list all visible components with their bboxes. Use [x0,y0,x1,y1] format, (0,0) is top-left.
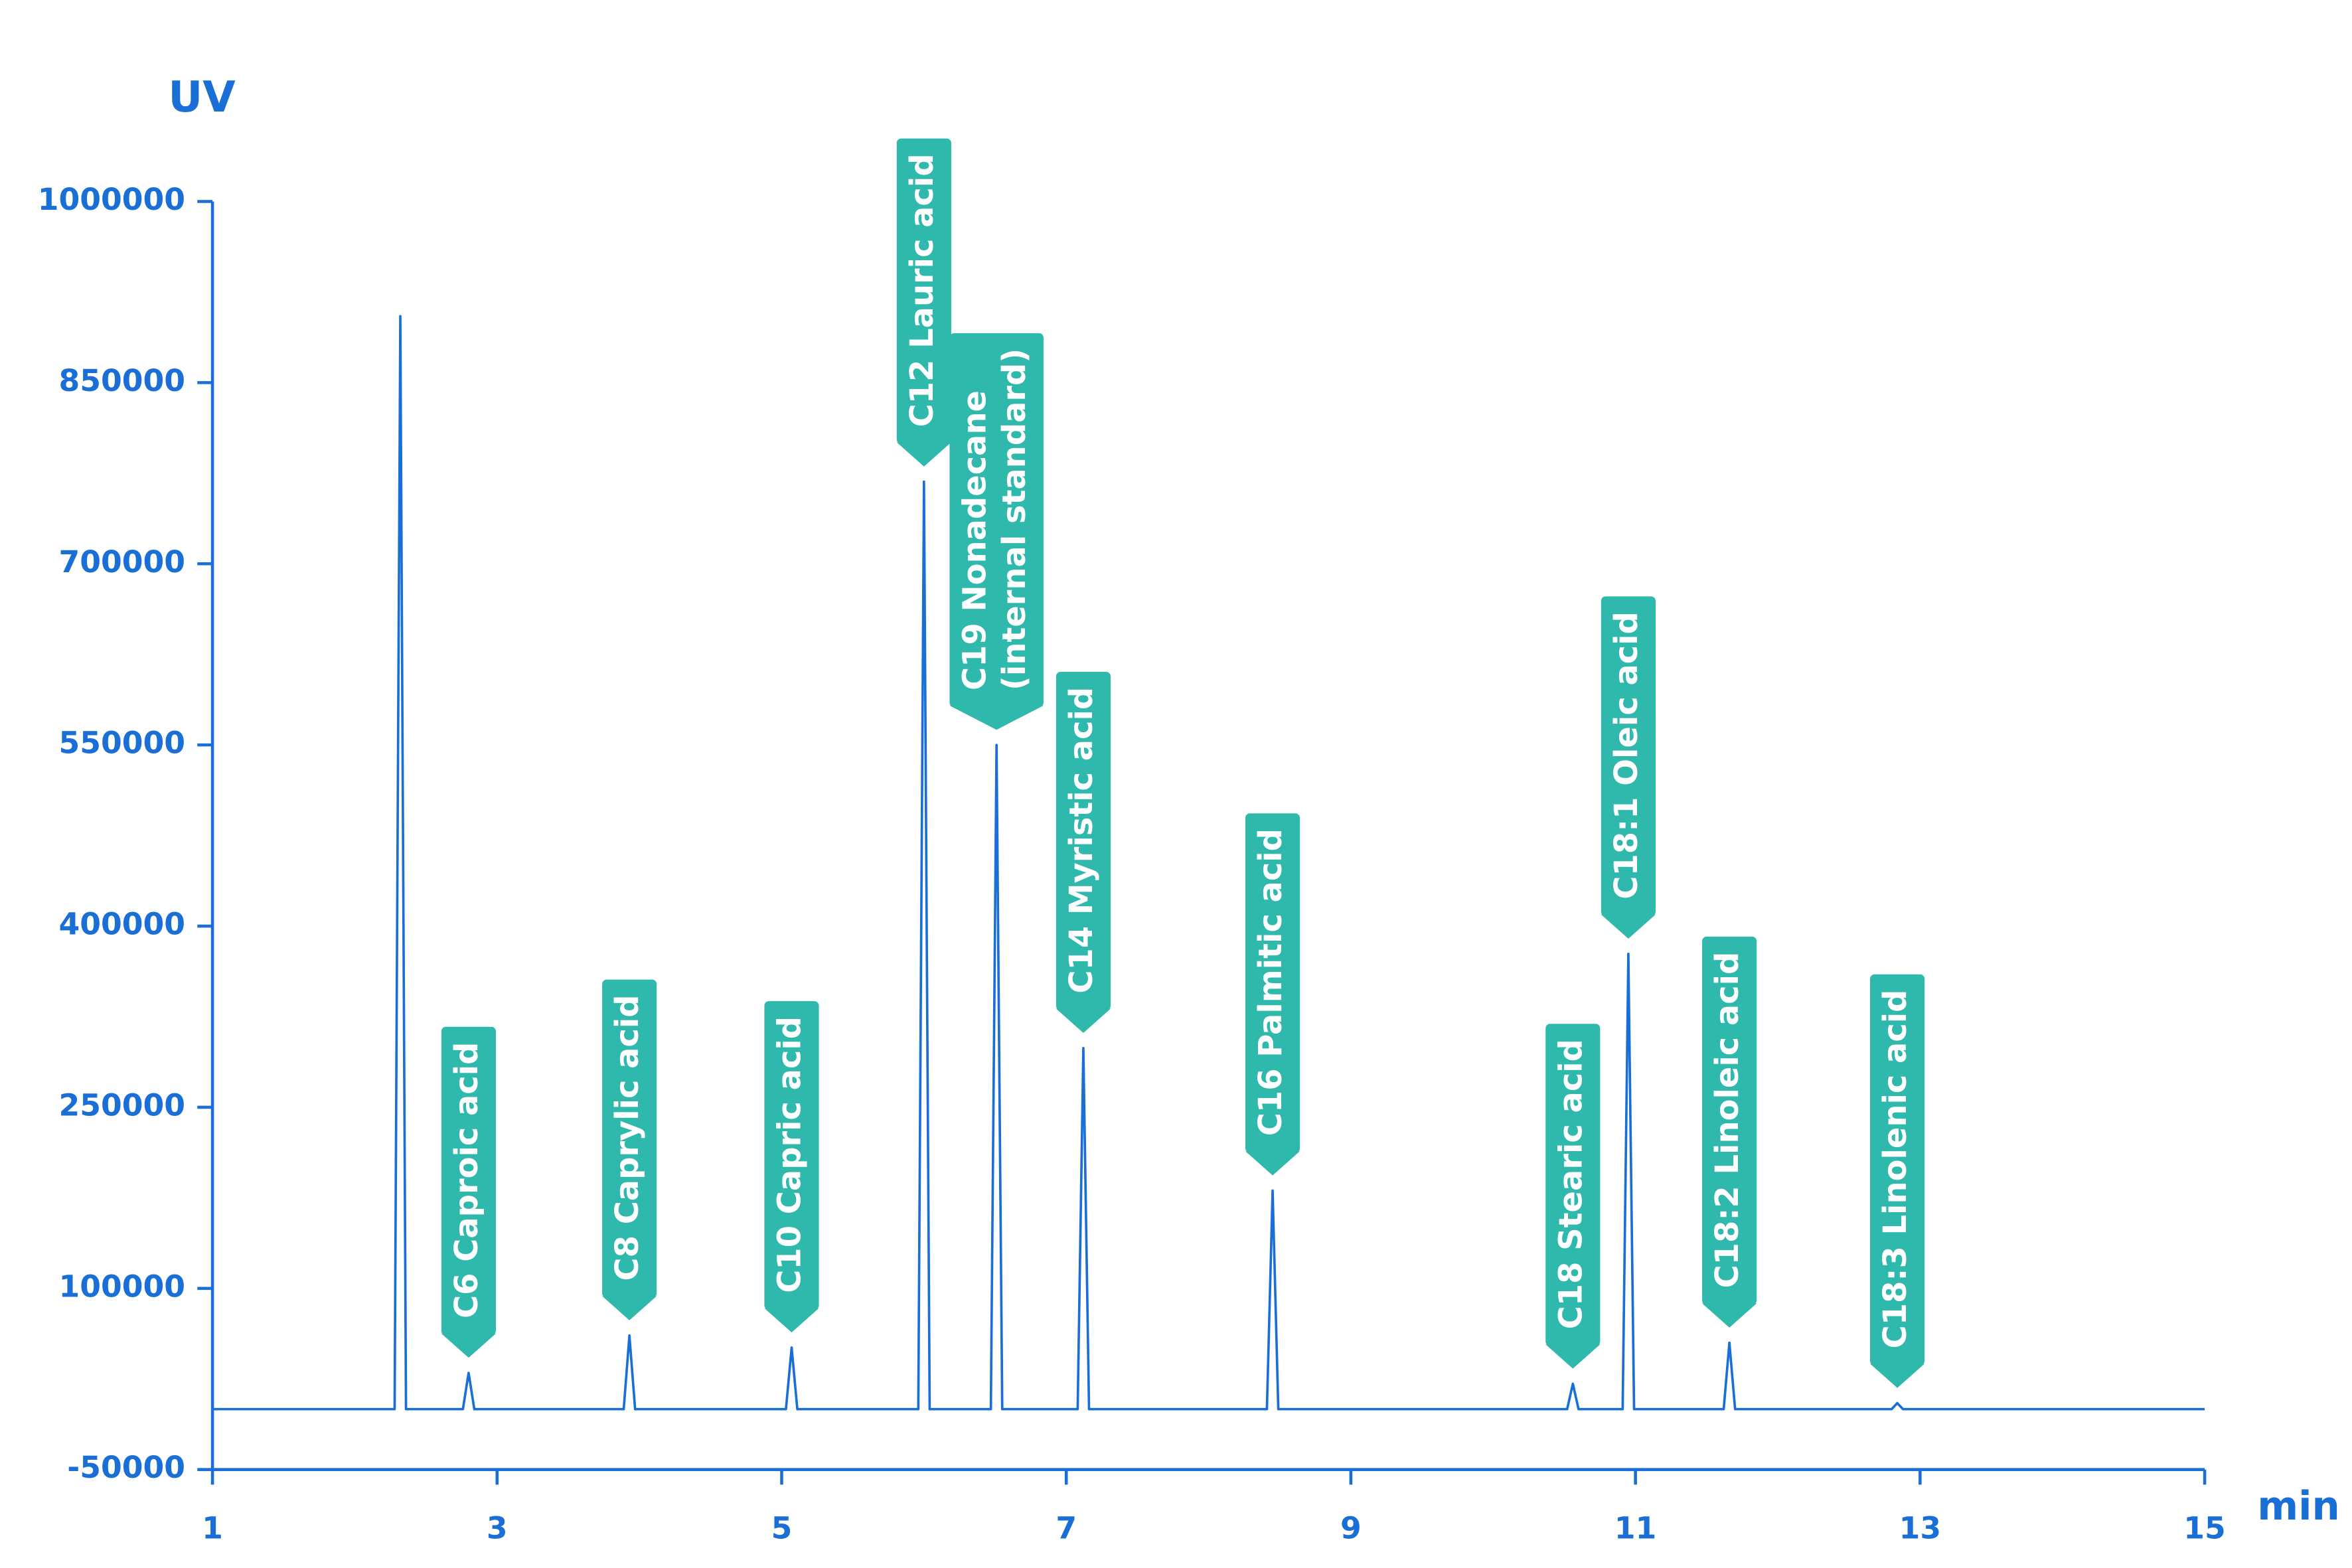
y-tick-label: 400000 [59,907,185,942]
peak-label: C18:2 Linoleic acid [1702,936,1757,1328]
peak-label-text: C8 Caprylic acid [609,994,646,1281]
label-box [602,979,657,1298]
y-axis-label: UV [168,73,236,122]
peak-label-text: C18:1 Oleic acid [1608,611,1645,900]
peak-label: C19 Nonadecane (internal standard) [949,333,1044,730]
y-tick-label: 250000 [59,1087,185,1123]
label-box [1545,1024,1601,1346]
peak-label: C18 Stearic acid [1545,1024,1601,1369]
label-arrow [441,1333,496,1358]
label-arrow [949,705,1044,730]
peak-label-text: C14 Myristic acid [1063,687,1100,994]
x-tick-label: 7 [1056,1510,1077,1545]
y-tick-label: 700000 [59,544,185,580]
peak-label: C6 Caproic acid [441,1026,496,1358]
label-box [1702,936,1757,1305]
y-tick-label: -50000 [67,1450,185,1485]
peak-label-text: (internal standard) [996,349,1033,690]
label-arrow [1245,1151,1300,1176]
peak-label: C12 Lauric acid [896,138,951,467]
y-tick-label: 550000 [59,726,185,761]
label-arrow [1056,1008,1111,1033]
label-arrow [1601,914,1656,939]
label-box [896,138,951,444]
peak-label-text: C18:3 Linolenic acid [1877,990,1914,1349]
label-box [1601,596,1656,916]
peak-label-text: C18 Stearic acid [1553,1039,1589,1329]
y-tick-label: 100000 [59,1269,185,1304]
label-box [764,1001,819,1310]
label-box [1056,671,1111,1010]
x-axis-label: min [2257,1483,2339,1529]
peak-label-text: C18:2 Linoleic acid [1709,952,1746,1289]
x-tick-label: 13 [1899,1510,1942,1545]
peak-label: C14 Myristic acid [1056,671,1111,1033]
label-arrow [764,1308,819,1333]
y-tick-label: 850000 [59,363,185,398]
y-tick-label: 1000000 [38,182,185,217]
x-tick-label: 1 [202,1510,223,1545]
label-box [949,333,1044,708]
label-arrow [1869,1364,1925,1388]
peak-label-text: C6 Caproic acid [449,1042,485,1318]
x-tick-label: 15 [2183,1510,2226,1545]
label-arrow [1545,1344,1601,1369]
label-arrow [896,442,951,467]
label-box [1245,813,1300,1153]
peak-label-text: C12 Lauric acid [904,153,941,427]
peak-label: C18:3 Linolenic acid [1869,974,1925,1388]
label-box [1869,974,1925,1366]
peak-label: C16 Palmitic acid [1245,813,1300,1176]
peak-label: C18:1 Oleic acid [1601,596,1656,939]
trace [212,315,2205,1411]
label-box [441,1026,496,1336]
peak-label-text: C19 Nonadecane [957,390,994,690]
label-arrow [1702,1303,1757,1328]
x-tick-label: 3 [487,1510,508,1545]
peak-label-text: C16 Palmitic acid [1253,828,1289,1136]
x-tick-label: 5 [771,1510,793,1545]
peak-label: C10 Capric acid [764,1001,819,1333]
x-tick-label: 9 [1340,1510,1362,1545]
peak-label: C8 Caprylic acid [602,979,657,1320]
label-arrow [602,1296,657,1320]
peak-label-text: C10 Capric acid [772,1016,809,1293]
x-tick-label: 11 [1614,1510,1657,1545]
